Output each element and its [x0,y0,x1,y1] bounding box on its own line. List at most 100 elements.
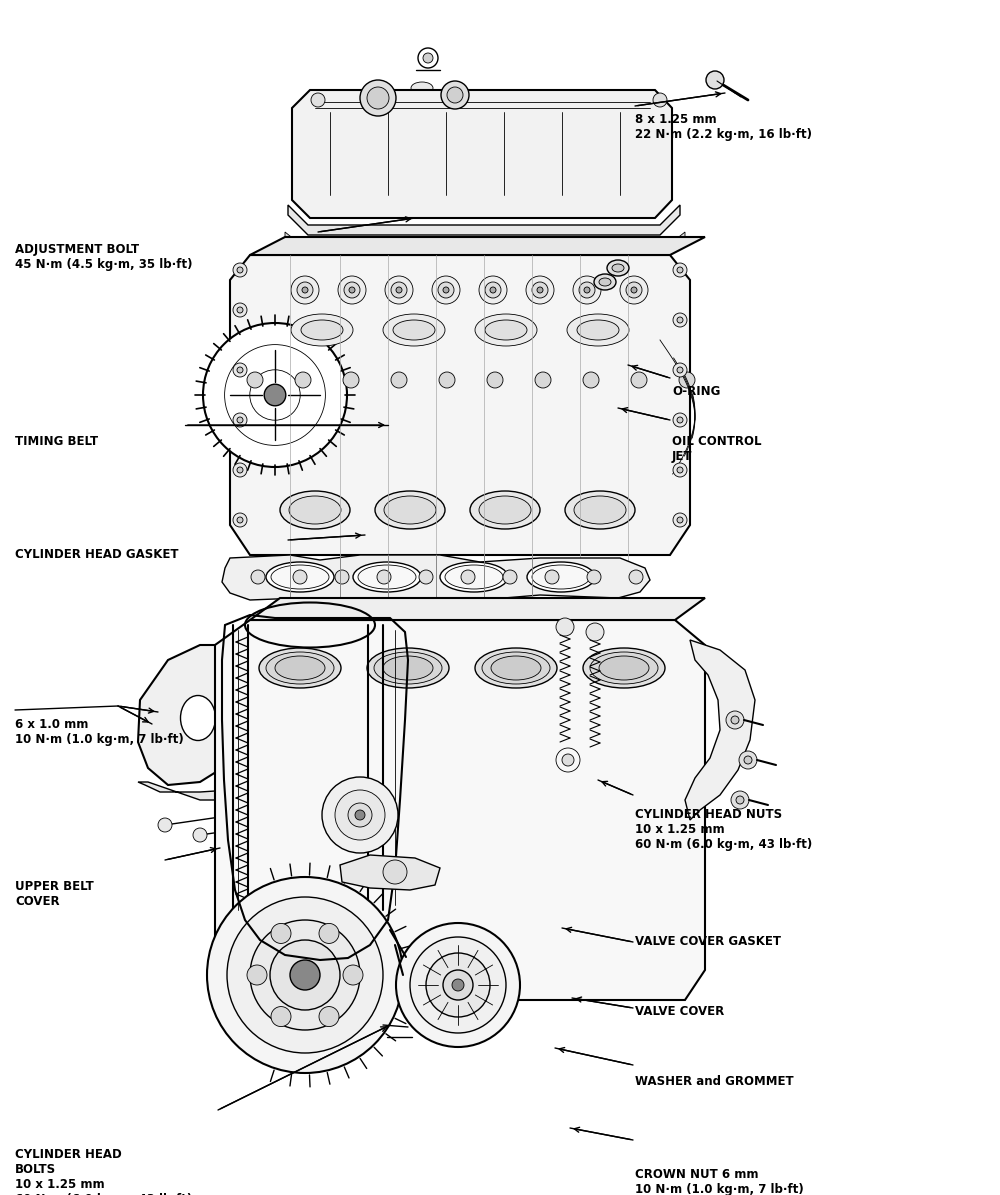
Polygon shape [222,554,650,600]
Circle shape [441,81,469,109]
Text: VALVE COVER: VALVE COVER [635,1005,724,1018]
Text: 8 x 1.25 mm
22 N·m (2.2 kg·m, 16 lb·ft): 8 x 1.25 mm 22 N·m (2.2 kg·m, 16 lb·ft) [635,114,812,141]
Polygon shape [250,237,705,255]
Ellipse shape [485,320,527,341]
Polygon shape [288,206,680,235]
Circle shape [556,618,574,636]
Polygon shape [250,598,705,620]
Circle shape [487,372,503,388]
Circle shape [377,570,391,584]
Circle shape [355,810,365,820]
Circle shape [233,263,247,277]
Circle shape [583,372,599,388]
Ellipse shape [470,491,540,529]
Circle shape [207,877,403,1073]
Circle shape [413,115,431,133]
Circle shape [311,93,325,108]
Circle shape [344,282,360,298]
Text: TIMING BELT: TIMING BELT [15,435,98,448]
Ellipse shape [612,264,624,272]
Circle shape [573,276,601,304]
Circle shape [526,276,554,304]
Circle shape [731,791,749,809]
Ellipse shape [383,656,433,680]
Circle shape [335,790,385,840]
Circle shape [250,369,300,421]
Ellipse shape [567,314,629,347]
Circle shape [233,513,247,527]
Ellipse shape [411,108,433,120]
Ellipse shape [583,648,665,688]
Circle shape [158,819,172,832]
Text: CYLINDER HEAD NUTS
10 x 1.25 mm
60 N·m (6.0 kg·m, 43 lb·ft): CYLINDER HEAD NUTS 10 x 1.25 mm 60 N·m (… [635,808,812,851]
Circle shape [271,924,291,943]
Text: UPPER BELT
COVER: UPPER BELT COVER [15,880,94,908]
Circle shape [447,87,463,103]
Circle shape [237,307,243,313]
Circle shape [706,71,724,88]
Circle shape [461,570,475,584]
Circle shape [322,777,398,853]
Circle shape [677,266,683,272]
Circle shape [490,287,496,293]
Ellipse shape [266,562,334,592]
Circle shape [391,282,407,298]
Circle shape [302,287,308,293]
Text: CROWN NUT 6 mm
10 N·m (1.0 kg·m, 7 lb·ft): CROWN NUT 6 mm 10 N·m (1.0 kg·m, 7 lb·ft… [635,1168,804,1195]
Polygon shape [285,232,685,255]
Circle shape [237,467,243,473]
Circle shape [629,570,643,584]
Ellipse shape [367,648,449,688]
Circle shape [744,756,752,764]
Circle shape [485,282,501,298]
Circle shape [343,966,363,985]
Circle shape [418,48,438,68]
Circle shape [677,417,683,423]
Ellipse shape [577,320,619,341]
Circle shape [673,462,687,477]
Circle shape [443,970,473,1000]
Circle shape [726,711,744,729]
Circle shape [227,897,383,1053]
Ellipse shape [384,496,436,523]
Ellipse shape [475,314,537,347]
Circle shape [439,372,455,388]
Circle shape [438,282,454,298]
Ellipse shape [301,320,343,341]
Circle shape [673,313,687,327]
Text: VALVE COVER GASKET: VALVE COVER GASKET [635,934,781,948]
Polygon shape [292,90,672,217]
Circle shape [396,923,520,1047]
Circle shape [620,276,648,304]
Circle shape [233,462,247,477]
Ellipse shape [289,496,341,523]
Ellipse shape [590,652,658,684]
Circle shape [677,317,683,323]
Ellipse shape [491,656,541,680]
Ellipse shape [445,565,503,589]
Ellipse shape [607,261,629,276]
Circle shape [233,304,247,317]
Circle shape [385,276,413,304]
Circle shape [452,979,464,991]
Circle shape [250,920,360,1030]
Circle shape [537,287,543,293]
Circle shape [349,287,355,293]
Ellipse shape [275,656,325,680]
Circle shape [739,750,757,770]
Ellipse shape [532,565,590,589]
Polygon shape [685,641,755,820]
Circle shape [423,53,433,63]
Circle shape [383,860,407,884]
Ellipse shape [482,652,550,684]
Circle shape [419,570,433,584]
Text: O-RING: O-RING [672,385,720,398]
Ellipse shape [475,648,557,688]
Ellipse shape [594,274,616,290]
Circle shape [360,80,396,116]
Circle shape [251,570,265,584]
Circle shape [673,413,687,427]
Circle shape [237,517,243,523]
Ellipse shape [393,320,435,341]
Circle shape [237,417,243,423]
